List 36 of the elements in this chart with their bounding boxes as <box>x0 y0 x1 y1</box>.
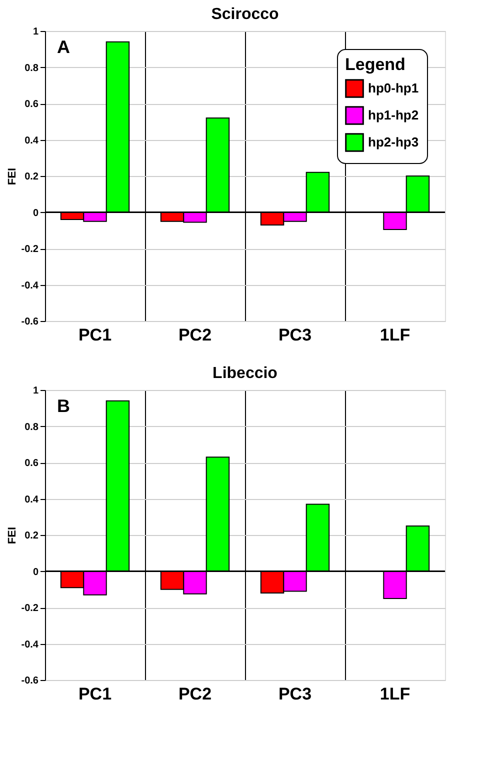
y-tick-label: 0.2 <box>24 530 39 542</box>
y-tick-label: -0.2 <box>21 603 39 614</box>
x-tick-label: 1LF <box>380 684 410 704</box>
chart-title: Libeccio <box>212 365 278 382</box>
y-tick-label: 0.8 <box>24 62 39 74</box>
y-tick-label: 0.4 <box>24 494 39 506</box>
x-tick-label: 1LF <box>380 326 410 344</box>
x-tick-label: PC2 <box>178 326 212 344</box>
y-tick-label: 1 <box>32 26 39 38</box>
x-tick-label: PC1 <box>78 326 112 344</box>
y-tick-label: 0.8 <box>24 422 39 433</box>
annotation: B <box>57 396 70 416</box>
y-tick-label: 0.6 <box>24 458 39 469</box>
y-tick-label: 0 <box>32 566 39 578</box>
y-tick-label: -0.4 <box>21 280 39 292</box>
legend-label: hp0-hp1 <box>368 80 419 96</box>
chart-title: Scirocco <box>211 6 280 23</box>
y-axis-title: FEI <box>6 168 18 186</box>
y-tick-label: -0.6 <box>21 676 39 686</box>
y-tick-label: 1 <box>32 386 39 396</box>
y-axis-title: FEI <box>6 526 18 544</box>
legend-label: hp2-hp3 <box>368 134 419 150</box>
y-tick-label: -0.4 <box>21 639 39 650</box>
y-tick-label: 0.2 <box>24 172 39 182</box>
legend-label: hp1-hp2 <box>368 108 419 122</box>
x-tick-label: PC1 <box>78 684 112 704</box>
y-tick-label: 0.4 <box>24 135 39 146</box>
x-tick-label: PC3 <box>278 684 312 704</box>
annotation: A <box>57 37 70 57</box>
x-tick-label: PC3 <box>278 326 312 344</box>
y-tick-label: 0 <box>32 208 39 219</box>
y-tick-label: -0.2 <box>21 244 39 255</box>
y-tick-label: 0.6 <box>24 99 39 110</box>
legend-title: Legend <box>345 55 406 74</box>
x-tick-label: PC2 <box>178 684 212 704</box>
y-tick-label: -0.6 <box>21 316 39 328</box>
